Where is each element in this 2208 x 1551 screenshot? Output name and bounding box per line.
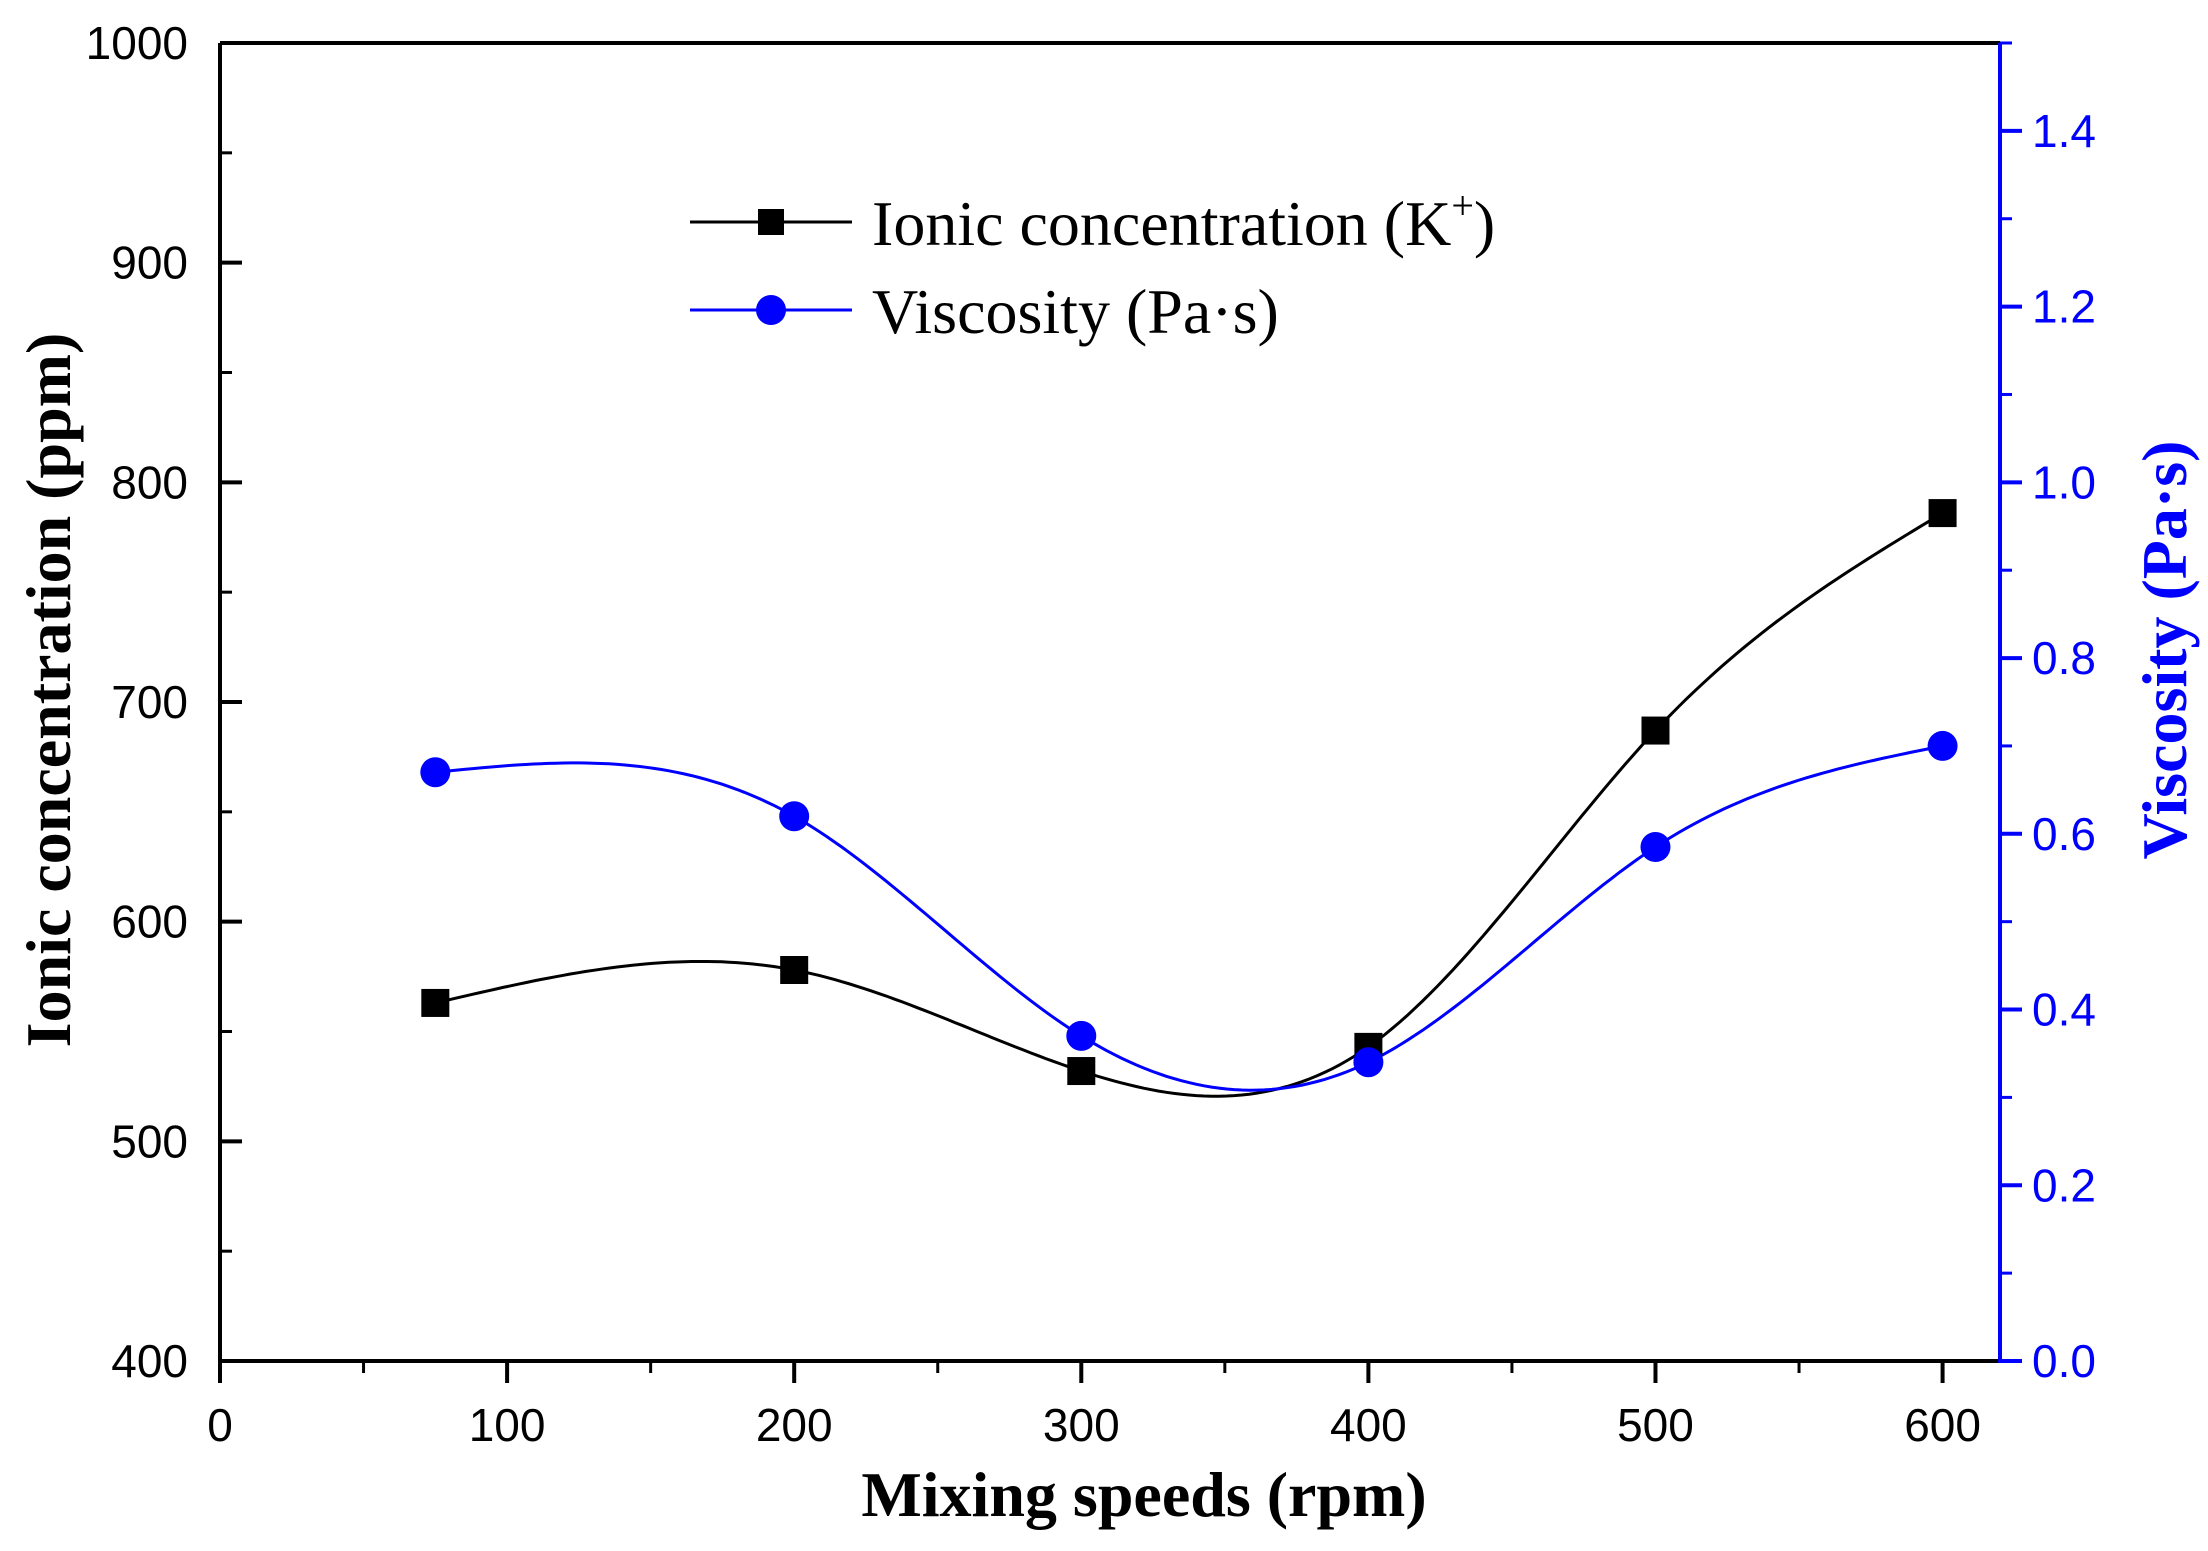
x-tick-label: 100	[469, 1399, 546, 1451]
y-right-tick-label: 0.2	[2032, 1159, 2096, 1211]
curves-layer	[434, 511, 1944, 1098]
x-axis-title: Mixing speeds (rpm)	[861, 1459, 1426, 1530]
y-right-tick-label: 1.2	[2032, 281, 2096, 333]
legend-viscosity-label: Viscosity (Pa·s)	[872, 276, 1279, 347]
markers-layer	[420, 499, 1958, 1086]
viscosity-point	[1640, 831, 1671, 862]
y-left-tick-label: 900	[111, 237, 188, 289]
x-tick-label: 600	[1904, 1399, 1981, 1451]
legend-ionic-label-end: )	[1474, 188, 1495, 259]
y-left-tick-label: 600	[111, 896, 188, 948]
y-right-tick-label: 1.4	[2032, 105, 2096, 157]
y-left-axis-title: Ionic concentration (ppm)	[13, 333, 84, 1048]
legend-ionic-label-sup: +	[1451, 183, 1474, 228]
viscosity-point	[1066, 1020, 1097, 1051]
legend-ionic-marker	[758, 209, 784, 235]
ionic-concentration-point	[780, 955, 809, 984]
y-left-tick-label: 1000	[86, 17, 188, 69]
y-right-tick-label: 0.4	[2032, 984, 2096, 1036]
legend: Ionic concentration (K+) Viscosity (Pa·s…	[690, 183, 1495, 347]
y-right-tick-label: 0.6	[2032, 808, 2096, 860]
ionic-concentration-point	[1067, 1057, 1096, 1086]
ionic-concentration-point	[421, 988, 450, 1017]
legend-ionic-label: Ionic concentration (K+)	[872, 183, 1495, 259]
x-tick-label: 500	[1617, 1399, 1694, 1451]
x-tick-label: 400	[1330, 1399, 1407, 1451]
viscosity-point	[420, 757, 451, 788]
x-tick-label: 300	[1043, 1399, 1120, 1451]
x-tick-label: 200	[756, 1399, 833, 1451]
viscosity-point	[779, 801, 810, 832]
y-right-tick-label: 0.8	[2032, 632, 2096, 684]
viscosity-point	[1927, 730, 1958, 761]
ticks-layer	[218, 41, 2022, 1383]
legend-viscosity-marker	[756, 295, 786, 325]
tick-labels-layer: 0 100 200 300 400 500 600 400 500 600 700 800 900 100…	[86, 17, 2096, 1451]
y-left-tick-label: 700	[111, 676, 188, 728]
legend-ionic-label-main: Ionic concentration (K	[872, 188, 1451, 259]
y-left-tick-label: 500	[111, 1115, 188, 1167]
viscosity-curve	[435, 744, 1943, 1092]
x-tick-label: 0	[207, 1399, 233, 1451]
y-right-axis-title: Viscosity (Pa·s)	[2129, 441, 2200, 860]
ionic-concentration-point	[1641, 716, 1670, 745]
y-right-tick-label: 1.0	[2032, 456, 2096, 508]
ionic-concentration-curve	[434, 511, 1944, 1098]
ionic-concentration-point	[1928, 499, 1957, 528]
y-left-tick-label: 400	[111, 1335, 188, 1387]
viscosity-point	[1353, 1047, 1384, 1078]
y-right-tick-label: 0.0	[2032, 1335, 2096, 1387]
y-left-tick-label: 800	[111, 456, 188, 508]
